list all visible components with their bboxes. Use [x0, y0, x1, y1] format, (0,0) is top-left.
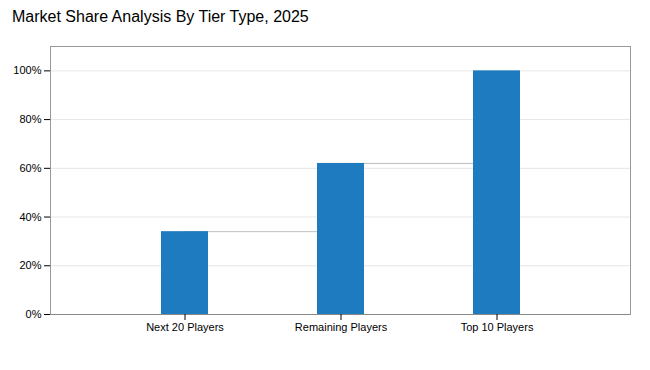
svg-text:Next 20 Players: Next 20 Players: [146, 321, 224, 333]
svg-text:Top 10 Players: Top 10 Players: [461, 321, 534, 333]
svg-text:0%: 0%: [26, 308, 42, 320]
svg-text:Remaining Players: Remaining Players: [295, 321, 388, 333]
html-text:Market Share Analysis By Tier: Market Share Analysis By Tier Type, 2025: [12, 8, 309, 25]
svg-text:40%: 40%: [19, 211, 41, 223]
svg-text:20%: 20%: [19, 259, 41, 271]
svg-text:80%: 80%: [19, 113, 41, 125]
svg-text:100%: 100%: [13, 64, 41, 76]
svg-text:60%: 60%: [19, 162, 41, 174]
